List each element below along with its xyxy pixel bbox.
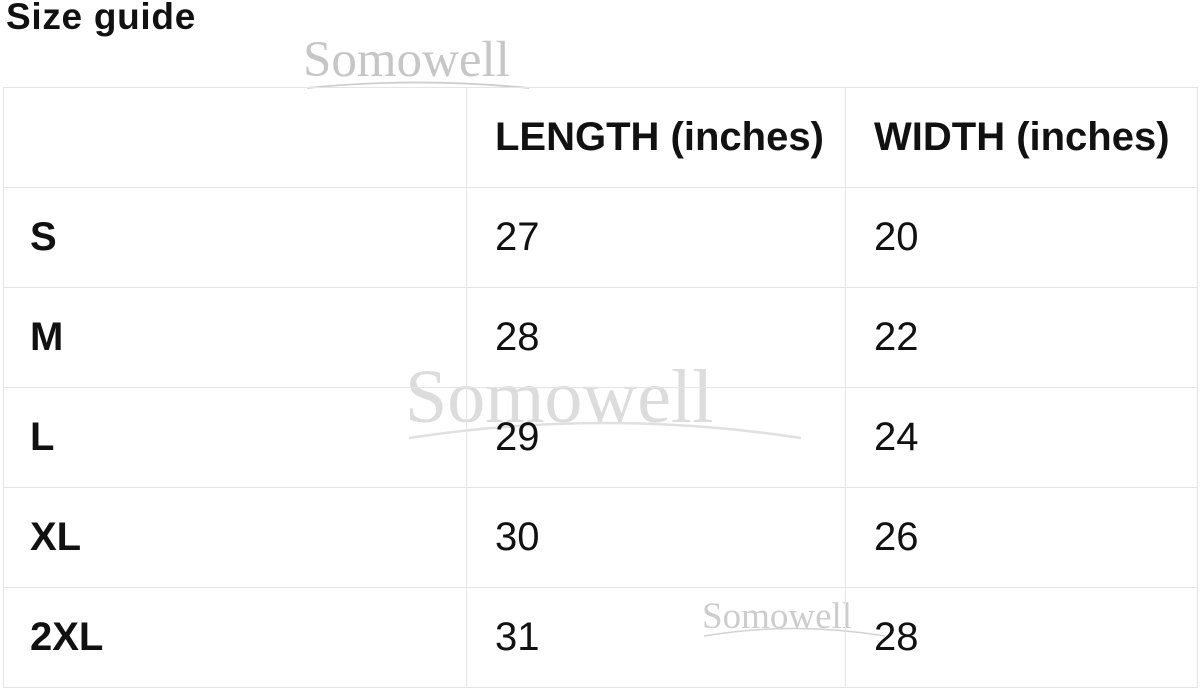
svg-text:Somowell: Somowell — [303, 32, 510, 88]
